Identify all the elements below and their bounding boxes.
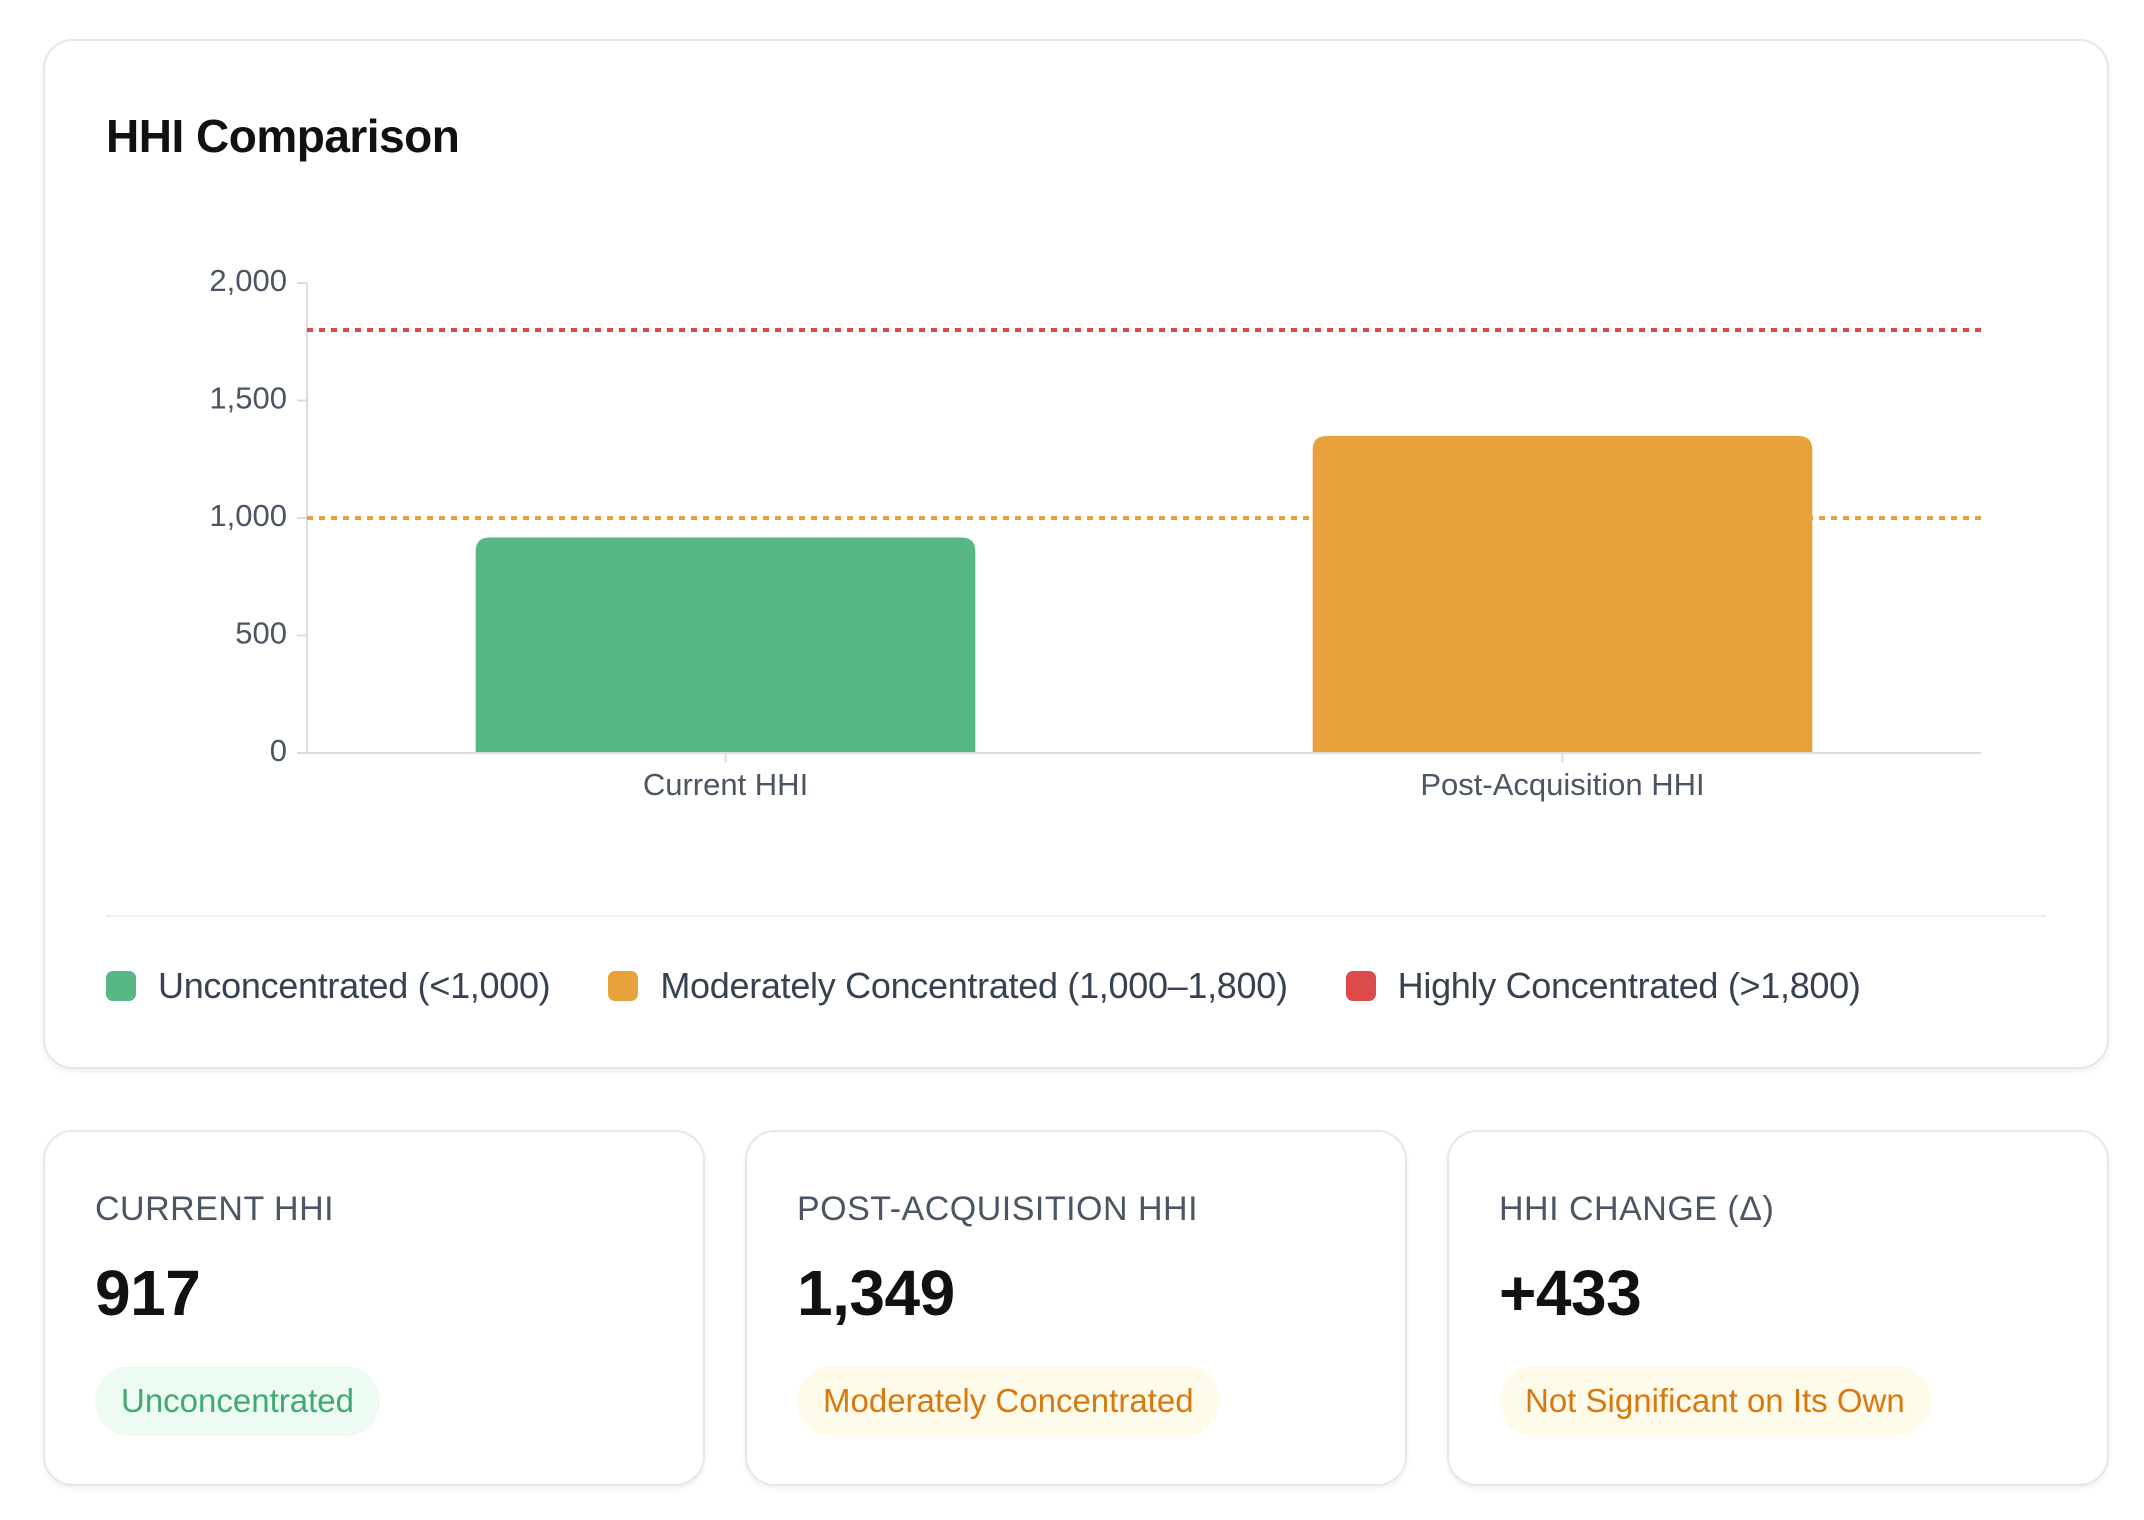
legend-label-unconcentrated: Unconcentrated (<1,000) (158, 965, 551, 1006)
y-tick-label: 2,000 (209, 263, 287, 298)
legend-item-highly-concentrated: Highly Concentrated (>1,800) (1345, 965, 1861, 1007)
stat-value: 1,349 (797, 1257, 955, 1329)
x-tick-label: Post-Acquisition HHI (1420, 767, 1704, 802)
stat-card-post-acquisition-hhi: POST-ACQUISITION HHI 1,349 Moderately Co… (745, 1130, 1407, 1486)
legend-label-highly-concentrated: Highly Concentrated (>1,800) (1397, 965, 1861, 1006)
x-tick-label: Current HHI (643, 767, 808, 802)
chart-card: HHI Comparison 0 500 1,000 1,500 2,000 Curren… (43, 39, 2109, 1069)
legend-label-moderately-concentrated: Moderately Concentrated (1,000–1,800) (660, 965, 1288, 1006)
bar-current-hhi (475, 537, 976, 753)
y-tick-label: 1,000 (209, 498, 287, 533)
legend-swatch-highly-concentrated (1345, 971, 1376, 1001)
status-badge: Not Significant on Its Own (1499, 1366, 1931, 1436)
stat-value: +433 (1499, 1257, 1642, 1329)
stat-value: 917 (95, 1257, 201, 1329)
stat-label: POST-ACQUISITION HHI (797, 1190, 1199, 1228)
y-tick-label: 0 (270, 733, 287, 768)
legend-divider (106, 915, 2046, 917)
bar-chart: 0 500 1,000 1,500 2,000 Current HHI Post-Acqui… (209, 263, 1981, 802)
status-badge: Moderately Concentrated (797, 1366, 1220, 1436)
chart-legend: Unconcentrated (<1,000) Moderately Conce… (106, 963, 1919, 1009)
legend-item-moderately-concentrated: Moderately Concentrated (1,000–1,800) (608, 965, 1288, 1007)
bar-post-acquisition-hhi (1312, 435, 1813, 753)
y-tick-label: 1,500 (209, 381, 287, 416)
status-badge: Unconcentrated (95, 1366, 380, 1436)
stat-card-current-hhi: CURRENT HHI 917 Unconcentrated (43, 1130, 705, 1486)
stat-label: CURRENT HHI (95, 1190, 335, 1228)
chart-title: HHI Comparison (106, 110, 460, 162)
stat-label: HHI CHANGE (Δ) (1499, 1190, 1775, 1228)
legend-swatch-moderately-concentrated (608, 971, 639, 1001)
legend-swatch-unconcentrated (106, 971, 136, 1001)
y-tick-label: 500 (235, 616, 287, 651)
stat-card-hhi-change: HHI CHANGE (Δ) +433 Not Significant on I… (1447, 1130, 2109, 1486)
legend-item-unconcentrated: Unconcentrated (<1,000) (106, 965, 551, 1007)
